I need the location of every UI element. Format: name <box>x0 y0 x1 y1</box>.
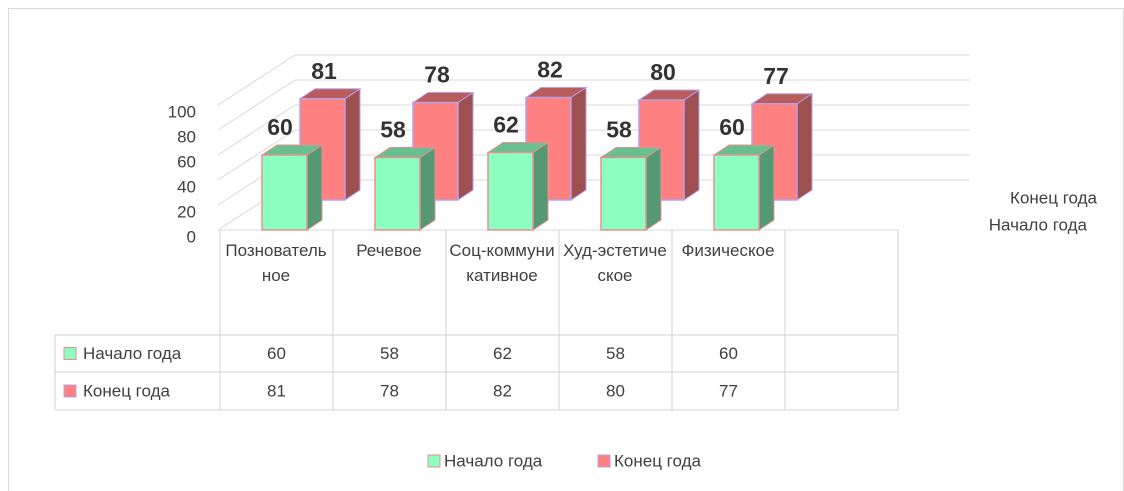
table-value: 77 <box>719 381 738 400</box>
bar-front <box>487 151 534 231</box>
bar-front <box>261 154 308 231</box>
y-tick-label: 100 <box>168 102 196 121</box>
table-key <box>63 384 77 398</box>
x-tick-label: Худ-эстетическое <box>563 241 667 285</box>
grid-line <box>217 104 970 156</box>
table-value: 60 <box>719 344 738 363</box>
x-tick-label: Соц-коммуникативное <box>449 241 555 285</box>
bar-side <box>457 91 474 201</box>
table-value: 58 <box>606 344 625 363</box>
table-series-name: Конец года <box>83 381 170 400</box>
bar-front <box>374 156 421 231</box>
grid-line <box>217 79 970 131</box>
data-label: 58 <box>380 117 406 143</box>
y-tick-label: 0 <box>187 227 196 246</box>
bar <box>712 144 776 231</box>
y-tick-label: 80 <box>177 127 196 146</box>
grid-line <box>217 129 970 181</box>
bar-side <box>306 144 323 231</box>
data-label: 62 <box>493 112 519 138</box>
data-label: 78 <box>424 62 450 88</box>
legend-label: Начало года <box>444 451 543 470</box>
bar-side <box>645 146 662 231</box>
table-value: 60 <box>267 344 286 363</box>
y-tick-label: 20 <box>177 202 196 221</box>
bar-side <box>419 146 436 231</box>
bar-front <box>713 154 760 231</box>
grid-line <box>217 54 970 106</box>
data-label: 58 <box>606 117 632 143</box>
data-label: 60 <box>267 114 293 140</box>
bar-side <box>570 86 587 201</box>
category-cell: Соц-коммуникативное <box>449 241 555 285</box>
table-value: 80 <box>606 381 625 400</box>
data-label: 81 <box>311 58 337 84</box>
bar-side <box>683 89 700 201</box>
data-label: 77 <box>763 63 789 89</box>
bar <box>599 146 663 231</box>
y-tick-label: 60 <box>177 152 196 171</box>
bar <box>260 144 324 231</box>
table-value: 82 <box>493 381 512 400</box>
bar-side <box>758 144 775 231</box>
table-value: 62 <box>493 344 512 363</box>
bar <box>486 141 550 231</box>
table-value: 78 <box>380 381 399 400</box>
category-cell: Речевое <box>356 241 422 260</box>
data-label: 80 <box>650 59 676 85</box>
category-cell: Позновательное <box>225 241 327 285</box>
category-cell: Худ-эстетическое <box>563 241 667 285</box>
data-label: 82 <box>537 57 563 83</box>
legend-key <box>597 454 611 468</box>
bar-front <box>600 156 647 231</box>
category-cell: Физическое <box>681 241 775 260</box>
bar-side <box>532 141 549 231</box>
depth-label: Начало года <box>989 215 1088 234</box>
table-value: 58 <box>380 344 399 363</box>
legend-key <box>427 454 441 468</box>
bar <box>373 146 437 231</box>
legend-label: Конец года <box>614 451 701 470</box>
bar-side <box>796 92 813 201</box>
x-tick-label: Речевое <box>356 241 422 260</box>
table-value: 81 <box>267 381 286 400</box>
table-series-name: Начало года <box>83 344 182 363</box>
x-tick-label: Позновательное <box>225 241 327 285</box>
x-tick-label: Физическое <box>681 241 775 260</box>
y-tick-label: 40 <box>177 177 196 196</box>
table-key <box>63 347 77 360</box>
bar-side <box>344 87 361 201</box>
depth-label: Конец года <box>1010 188 1097 207</box>
data-label: 60 <box>719 114 745 140</box>
